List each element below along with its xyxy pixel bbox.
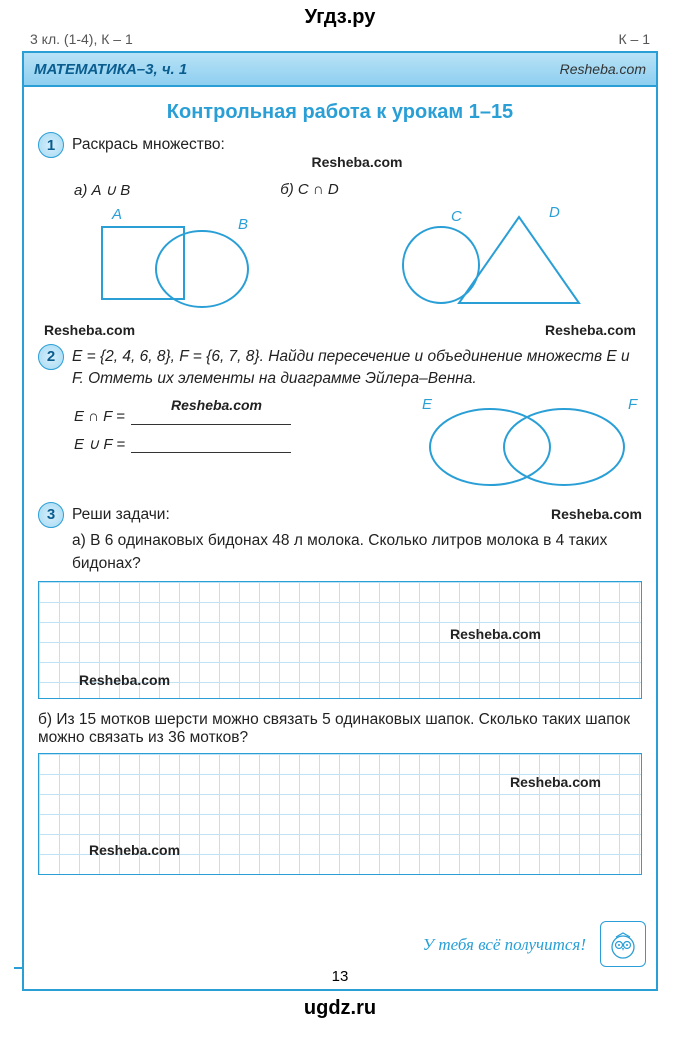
- task-2-body: E ∩ F = Resheba.com E ∪ F = E F: [38, 393, 642, 498]
- blank-line[interactable]: [131, 438, 291, 453]
- footer-encouragement: У тебя всё получится!: [423, 935, 586, 955]
- task-1b-label: б) C ∩ D: [280, 181, 338, 199]
- content: 1 Раскрась множество: Resheba.com а) A ∪…: [24, 134, 656, 875]
- task-2-text: E = {2, 4, 6, 8}, F = {6, 7, 8}. Найди п…: [72, 346, 642, 391]
- label-b: B: [238, 216, 248, 233]
- header-bar: МАТЕМАТИКА–3, ч. 1 Resheba.com: [24, 53, 656, 87]
- watermark: Resheba.com: [79, 672, 170, 688]
- diagram-b: C D: [379, 203, 599, 318]
- task-2-badge: 2: [38, 344, 64, 370]
- answer-grid-3b[interactable]: Resheba.com Resheba.com: [38, 753, 642, 875]
- site-top: Угдз.ру: [0, 0, 680, 29]
- task-1a-label: а) A ∪ B: [74, 181, 130, 199]
- venn-e: [430, 409, 550, 485]
- task-3-badge: 3: [38, 502, 64, 528]
- watermark: Resheba.com: [89, 842, 180, 858]
- task-3: 3 Реши задачи: Resheba.com а) В 6 одинак…: [38, 504, 642, 575]
- header-watermark: Resheba.com: [560, 61, 646, 77]
- task-1-badge: 1: [38, 132, 64, 158]
- task-3-prompt: Реши задачи:: [72, 506, 170, 523]
- task-1-subparts: а) A ∪ B б) C ∩ D: [38, 177, 642, 201]
- eq-intersect: E ∩ F =: [74, 408, 125, 425]
- answer-grid-3a[interactable]: Resheba.com Resheba.com: [38, 581, 642, 699]
- label-e: E: [422, 396, 433, 413]
- task-2-prompt: E = {2, 4, 6, 8}, F = {6, 7, 8}. Найди п…: [72, 348, 630, 387]
- set-d-triangle: [459, 217, 579, 303]
- venn-diagram: E F: [412, 393, 642, 498]
- task-1: 1 Раскрась множество: Resheba.com: [38, 134, 642, 175]
- page-frame: МАТЕМАТИКА–3, ч. 1 Resheba.com Контрольн…: [22, 51, 658, 991]
- label-d: D: [549, 204, 560, 221]
- task-3b: б) Из 15 мотков шерсти можно связать 5 о…: [38, 709, 642, 747]
- worksheet-title: Контрольная работа к урокам 1–15: [24, 87, 656, 134]
- binding-tick: [14, 967, 24, 969]
- watermark: Resheba.com: [450, 626, 541, 642]
- meta-left: 3 кл. (1-4), К – 1: [30, 31, 133, 47]
- meta-right: К – 1: [618, 31, 650, 47]
- site-bottom: ugdz.ru: [0, 991, 680, 1020]
- diagram-a: A B: [82, 203, 292, 318]
- label-f: F: [628, 396, 638, 413]
- task-1-diagrams: A B C D: [38, 201, 642, 322]
- task-1-text: Раскрась множество: Resheba.com: [72, 134, 642, 175]
- watermark: Resheba.com: [510, 774, 601, 790]
- watermark: Resheba.com: [545, 322, 636, 338]
- page-number: 13: [332, 968, 349, 985]
- task-2-line1: E ∩ F = Resheba.com: [38, 393, 400, 431]
- watermark: Resheba.com: [311, 154, 402, 170]
- owl-icon: [600, 921, 646, 967]
- watermark: Resheba.com: [551, 504, 642, 524]
- watermark: Resheba.com: [44, 322, 135, 338]
- label-c: C: [451, 208, 462, 225]
- watermark: Resheba.com: [171, 397, 262, 413]
- task-3-text: Реши задачи: Resheba.com а) В 6 одинаков…: [72, 504, 642, 575]
- task-3a: а) В 6 одинаковых бидонах 48 л молока. С…: [72, 530, 642, 575]
- eq-union: E ∪ F =: [74, 435, 125, 453]
- label-a: A: [111, 206, 122, 223]
- set-b-ellipse: [156, 231, 248, 307]
- task-1-prompt: Раскрась множество:: [72, 136, 225, 153]
- set-a-rect: [102, 227, 184, 299]
- subject-title: МАТЕМАТИКА–3, ч. 1: [34, 61, 187, 78]
- top-meta: 3 кл. (1-4), К – 1 К – 1: [0, 29, 680, 51]
- task-2: 2 E = {2, 4, 6, 8}, F = {6, 7, 8}. Найди…: [38, 346, 642, 391]
- venn-f: [504, 409, 624, 485]
- task-2-line2: E ∪ F =: [38, 431, 400, 459]
